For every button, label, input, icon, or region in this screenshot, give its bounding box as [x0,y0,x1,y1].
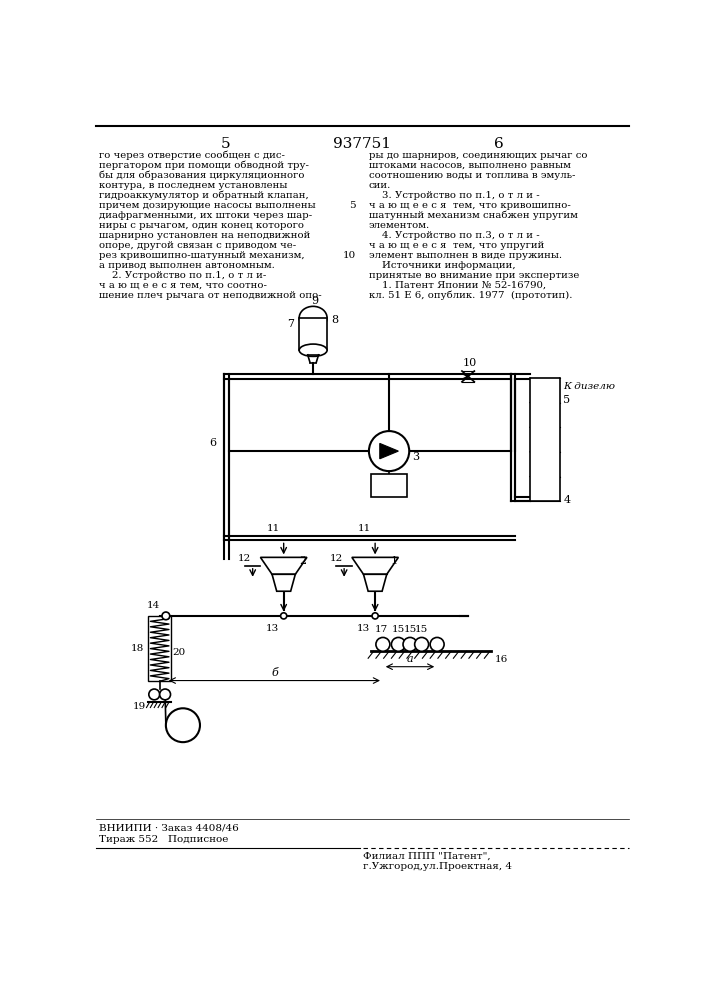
Text: контура, в последнем установлены: контура, в последнем установлены [99,181,288,190]
Text: 12: 12 [329,554,343,563]
Circle shape [369,431,409,471]
Text: 16: 16 [494,655,508,664]
Circle shape [376,637,390,651]
Text: ч а ю щ е е с я  тем, что кривошипно-: ч а ю щ е е с я тем, что кривошипно- [369,201,571,210]
Polygon shape [272,574,296,591]
Text: 5: 5 [349,201,356,210]
Circle shape [149,689,160,700]
Text: 5: 5 [563,395,571,405]
Text: 11: 11 [358,524,371,533]
Ellipse shape [299,344,327,356]
Text: 20: 20 [172,648,185,657]
Circle shape [403,637,417,651]
Text: 1: 1 [391,556,398,566]
Text: ВНИИПИ · Заказ 4408/46: ВНИИПИ · Заказ 4408/46 [99,824,239,833]
Text: 10: 10 [462,358,477,368]
Text: бы для образования циркуляционного: бы для образования циркуляционного [99,171,305,180]
Circle shape [392,637,405,651]
Text: Источники информации,: Источники информации, [369,261,515,270]
Circle shape [414,637,428,651]
Polygon shape [260,557,307,574]
Text: 10: 10 [342,251,356,260]
Text: ч а ю щ е е с я  тем, что упругий: ч а ю щ е е с я тем, что упругий [369,241,544,250]
Bar [148,616,171,681]
Text: 2. Устройство по п.1, о т л и-: 2. Устройство по п.1, о т л и- [99,271,267,280]
Text: а: а [407,654,414,664]
Text: 7: 7 [288,319,295,329]
Text: 8: 8 [332,315,339,325]
Text: 9: 9 [311,296,318,306]
Text: 3: 3 [412,452,419,462]
Text: кл. 51 Е 6, опублик. 1977  (прототип).: кл. 51 Е 6, опублик. 1977 (прототип). [369,291,573,300]
Text: го через отверстие сообщен с дис-: го через отверстие сообщен с дис- [99,151,285,160]
Text: 15: 15 [392,625,405,634]
Text: 14: 14 [146,601,160,610]
Text: М: М [176,718,190,732]
Polygon shape [363,574,387,591]
Polygon shape [380,443,398,459]
Text: принятые во внимание при экспертизе: принятые во внимание при экспертизе [369,271,579,280]
Circle shape [166,708,200,742]
Text: 13: 13 [357,624,370,633]
Circle shape [160,689,170,700]
Ellipse shape [299,306,327,329]
Text: шатунный механизм снабжен упругим: шатунный механизм снабжен упругим [369,211,578,220]
Text: сии.: сии. [369,181,391,190]
Text: ниры с рычагом, один конец которого: ниры с рычагом, один конец которого [99,221,304,230]
Text: 15: 15 [404,625,416,634]
Text: 18: 18 [131,644,144,653]
Text: шарнирно установлен на неподвижной: шарнирно установлен на неподвижной [99,231,310,240]
Text: 5: 5 [221,137,230,151]
Text: 937751: 937751 [333,137,391,151]
Circle shape [162,612,170,620]
Text: причем дозирующие насосы выполнены: причем дозирующие насосы выполнены [99,201,316,210]
Text: а привод выполнен автономным.: а привод выполнен автономным. [99,261,275,270]
Text: 15: 15 [415,625,428,634]
Text: 17: 17 [375,625,388,634]
Text: 12: 12 [238,554,251,563]
Text: К дизелю: К дизелю [563,382,616,391]
Circle shape [281,613,287,619]
Text: 2: 2 [299,556,306,566]
Text: пергатором при помощи обводной тру-: пергатором при помощи обводной тру- [99,161,309,170]
Text: 4: 4 [563,495,571,505]
Text: 4. Устройство по п.3, о т л и -: 4. Устройство по п.3, о т л и - [369,231,539,240]
Bar [371,474,407,497]
Text: 19: 19 [133,702,146,711]
Text: диафрагменными, их штоки через шар-: диафрагменными, их штоки через шар- [99,211,312,220]
Text: штоками насосов, выполнено равным: штоками насосов, выполнено равным [369,161,571,170]
Circle shape [372,613,378,619]
Text: элемент выполнен в виде пружины.: элемент выполнен в виде пружины. [369,251,562,260]
Text: Тираж 552   Подписное: Тираж 552 Подписное [99,835,228,844]
Text: рез кривошипно-шатунный механизм,: рез кривошипно-шатунный механизм, [99,251,305,260]
Text: Филиал ППП "Патент",: Филиал ППП "Патент", [363,852,491,860]
Text: соотношению воды и топлива в эмуль-: соотношению воды и топлива в эмуль- [369,171,575,180]
Text: б: б [271,668,278,678]
Text: г.Ужгород,ул.Проектная, 4: г.Ужгород,ул.Проектная, 4 [363,862,512,871]
Text: 6: 6 [209,438,216,448]
Text: 13: 13 [266,624,279,633]
Circle shape [430,637,444,651]
Text: ч а ю щ е е с я тем, что соотно-: ч а ю щ е е с я тем, что соотно- [99,281,267,290]
Text: гидроаккумулятор и обратный клапан,: гидроаккумулятор и обратный клапан, [99,191,309,200]
Bar [530,378,559,501]
Bar [299,318,327,350]
Text: 3. Устройство по п.1, о т л и -: 3. Устройство по п.1, о т л и - [369,191,539,200]
Text: элементом.: элементом. [369,221,430,230]
Text: М: М [382,479,396,493]
Text: 6: 6 [494,137,504,151]
Text: шение плеч рычага от неподвижной опо-: шение плеч рычага от неподвижной опо- [99,291,322,300]
Text: ры до шарниров, соединяющих рычаг со: ры до шарниров, соединяющих рычаг со [369,151,588,160]
Text: 1. Патент Японии № 52-16790,: 1. Патент Японии № 52-16790, [369,281,546,290]
Text: 11: 11 [267,524,280,533]
Text: опоре, другой связан с приводом че-: опоре, другой связан с приводом че- [99,241,296,250]
Polygon shape [352,557,398,574]
